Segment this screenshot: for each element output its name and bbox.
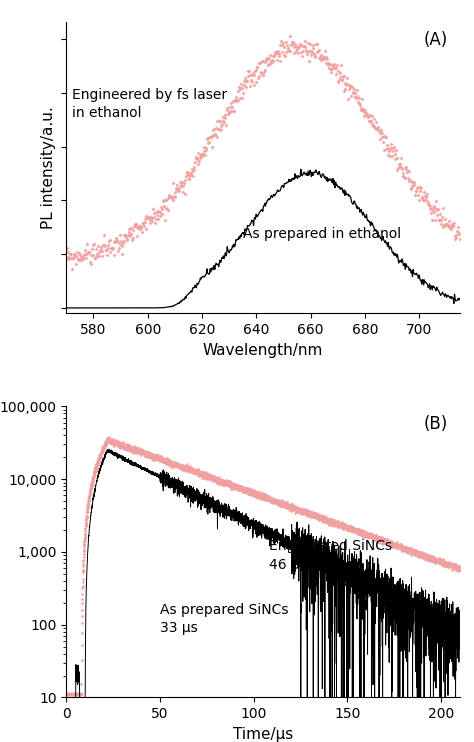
Text: Engineered SiNCs
46 μs: Engineered SiNCs 46 μs	[269, 539, 392, 571]
Text: As prepared in ethanol: As prepared in ethanol	[243, 227, 401, 241]
Text: (A): (A)	[424, 31, 448, 49]
X-axis label: Wavelength/nm: Wavelength/nm	[203, 343, 323, 358]
Y-axis label: PL intensity/a.u.: PL intensity/a.u.	[41, 106, 56, 229]
Text: As prepared SiNCs
33 μs: As prepared SiNCs 33 μs	[160, 603, 289, 635]
X-axis label: Time/μs: Time/μs	[233, 726, 293, 742]
Text: (B): (B)	[424, 416, 448, 433]
Text: Engineered by fs laser
in ethanol: Engineered by fs laser in ethanol	[72, 88, 227, 120]
